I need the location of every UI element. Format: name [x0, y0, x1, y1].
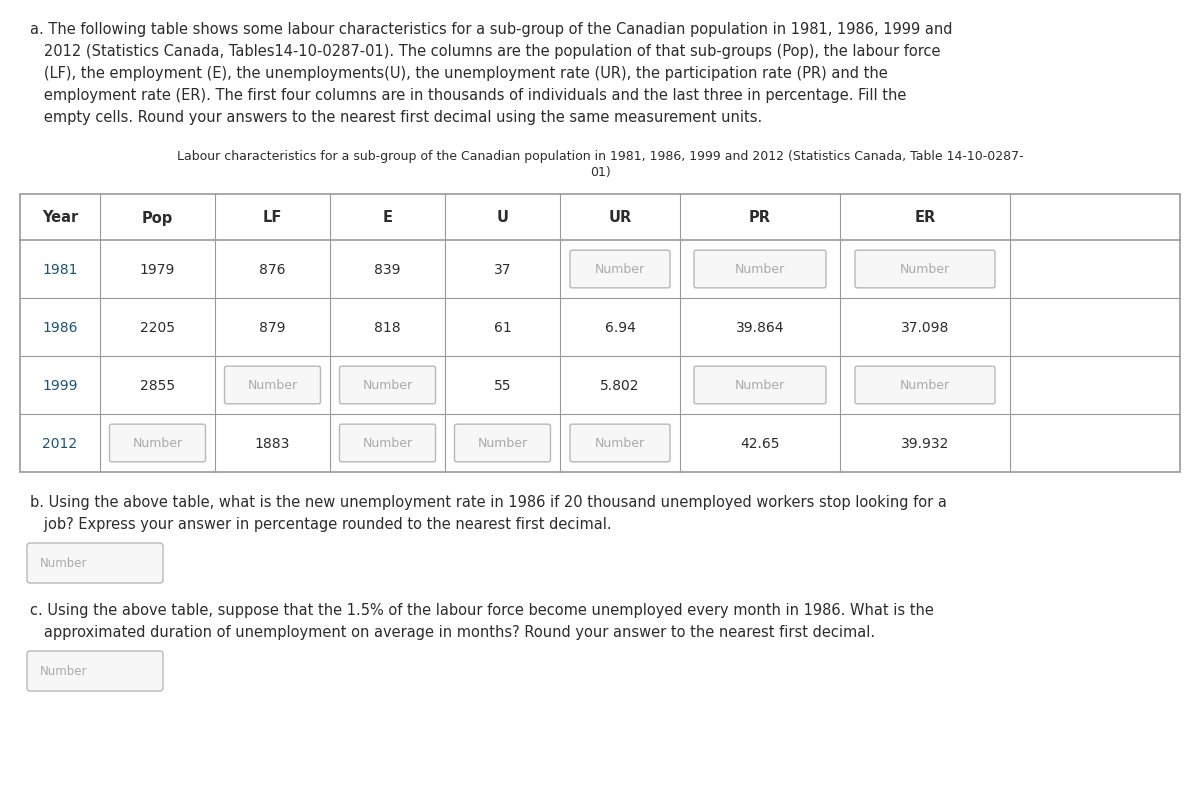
- Text: ER: ER: [914, 210, 936, 225]
- Text: 2012: 2012: [42, 437, 78, 450]
- Text: 55: 55: [493, 378, 511, 393]
- Text: 839: 839: [374, 263, 401, 277]
- Text: UR: UR: [608, 210, 631, 225]
- Text: PR: PR: [749, 210, 772, 225]
- FancyBboxPatch shape: [694, 367, 826, 405]
- Text: Number: Number: [362, 379, 413, 392]
- Text: 1883: 1883: [254, 437, 290, 450]
- Text: 876: 876: [259, 263, 286, 277]
- FancyBboxPatch shape: [694, 251, 826, 288]
- Text: 5.802: 5.802: [600, 378, 640, 393]
- Text: 2855: 2855: [140, 378, 175, 393]
- Text: b. Using the above table, what is the new unemployment rate in 1986 if 20 thousa: b. Using the above table, what is the ne…: [30, 495, 947, 509]
- Text: Number: Number: [734, 263, 785, 276]
- Text: Number: Number: [247, 379, 298, 392]
- Text: 39.864: 39.864: [736, 320, 785, 335]
- FancyBboxPatch shape: [340, 367, 436, 405]
- FancyBboxPatch shape: [570, 425, 670, 463]
- Text: 2205: 2205: [140, 320, 175, 335]
- Text: approximated duration of unemployment on average in months? Round your answer to: approximated duration of unemployment on…: [30, 624, 875, 639]
- Text: 818: 818: [374, 320, 401, 335]
- Text: (LF), the employment (E), the unemployments(U), the unemployment rate (UR), the : (LF), the employment (E), the unemployme…: [30, 66, 888, 81]
- FancyBboxPatch shape: [570, 251, 670, 288]
- Text: 37.098: 37.098: [901, 320, 949, 335]
- Text: Number: Number: [900, 263, 950, 276]
- Text: a. The following table shows some labour characteristics for a sub-group of the : a. The following table shows some labour…: [30, 22, 953, 37]
- Bar: [20, 195, 1180, 472]
- Text: job? Express your answer in percentage rounded to the nearest first decimal.: job? Express your answer in percentage r…: [30, 516, 612, 532]
- FancyBboxPatch shape: [856, 367, 995, 405]
- Text: empty cells. Round your answers to the nearest first decimal using the same meas: empty cells. Round your answers to the n…: [30, 110, 762, 124]
- Text: 6.94: 6.94: [605, 320, 636, 335]
- Text: E: E: [383, 210, 392, 225]
- Text: Number: Number: [734, 379, 785, 392]
- Text: 1986: 1986: [42, 320, 78, 335]
- Text: 37: 37: [493, 263, 511, 277]
- Text: Number: Number: [40, 556, 88, 570]
- Text: 39.932: 39.932: [901, 437, 949, 450]
- FancyBboxPatch shape: [856, 251, 995, 288]
- Text: 1981: 1981: [42, 263, 78, 277]
- Text: Number: Number: [595, 437, 646, 450]
- Text: Number: Number: [900, 379, 950, 392]
- Text: 879: 879: [259, 320, 286, 335]
- Text: 61: 61: [493, 320, 511, 335]
- Text: Number: Number: [595, 263, 646, 276]
- FancyBboxPatch shape: [224, 367, 320, 405]
- Text: 1999: 1999: [42, 378, 78, 393]
- Text: Year: Year: [42, 210, 78, 225]
- Text: 2012 (Statistics Canada, Tables14-10-0287-01). The columns are the population of: 2012 (Statistics Canada, Tables14-10-028…: [30, 44, 941, 59]
- FancyBboxPatch shape: [340, 425, 436, 463]
- Text: LF: LF: [263, 210, 282, 225]
- Text: employment rate (ER). The first four columns are in thousands of individuals and: employment rate (ER). The first four col…: [30, 88, 906, 103]
- Text: 42.65: 42.65: [740, 437, 780, 450]
- Text: Number: Number: [478, 437, 528, 450]
- Text: Number: Number: [362, 437, 413, 450]
- Text: Number: Number: [132, 437, 182, 450]
- Text: Labour characteristics for a sub-group of the Canadian population in 1981, 1986,: Labour characteristics for a sub-group o…: [176, 150, 1024, 163]
- Text: 1979: 1979: [140, 263, 175, 277]
- Text: Pop: Pop: [142, 210, 173, 225]
- FancyBboxPatch shape: [455, 425, 551, 463]
- FancyBboxPatch shape: [109, 425, 205, 463]
- FancyBboxPatch shape: [28, 544, 163, 583]
- Text: U: U: [497, 210, 509, 225]
- Text: Number: Number: [40, 665, 88, 678]
- FancyBboxPatch shape: [28, 651, 163, 691]
- Text: c. Using the above table, suppose that the 1.5% of the labour force become unemp: c. Using the above table, suppose that t…: [30, 602, 934, 618]
- Text: 01): 01): [589, 165, 611, 179]
